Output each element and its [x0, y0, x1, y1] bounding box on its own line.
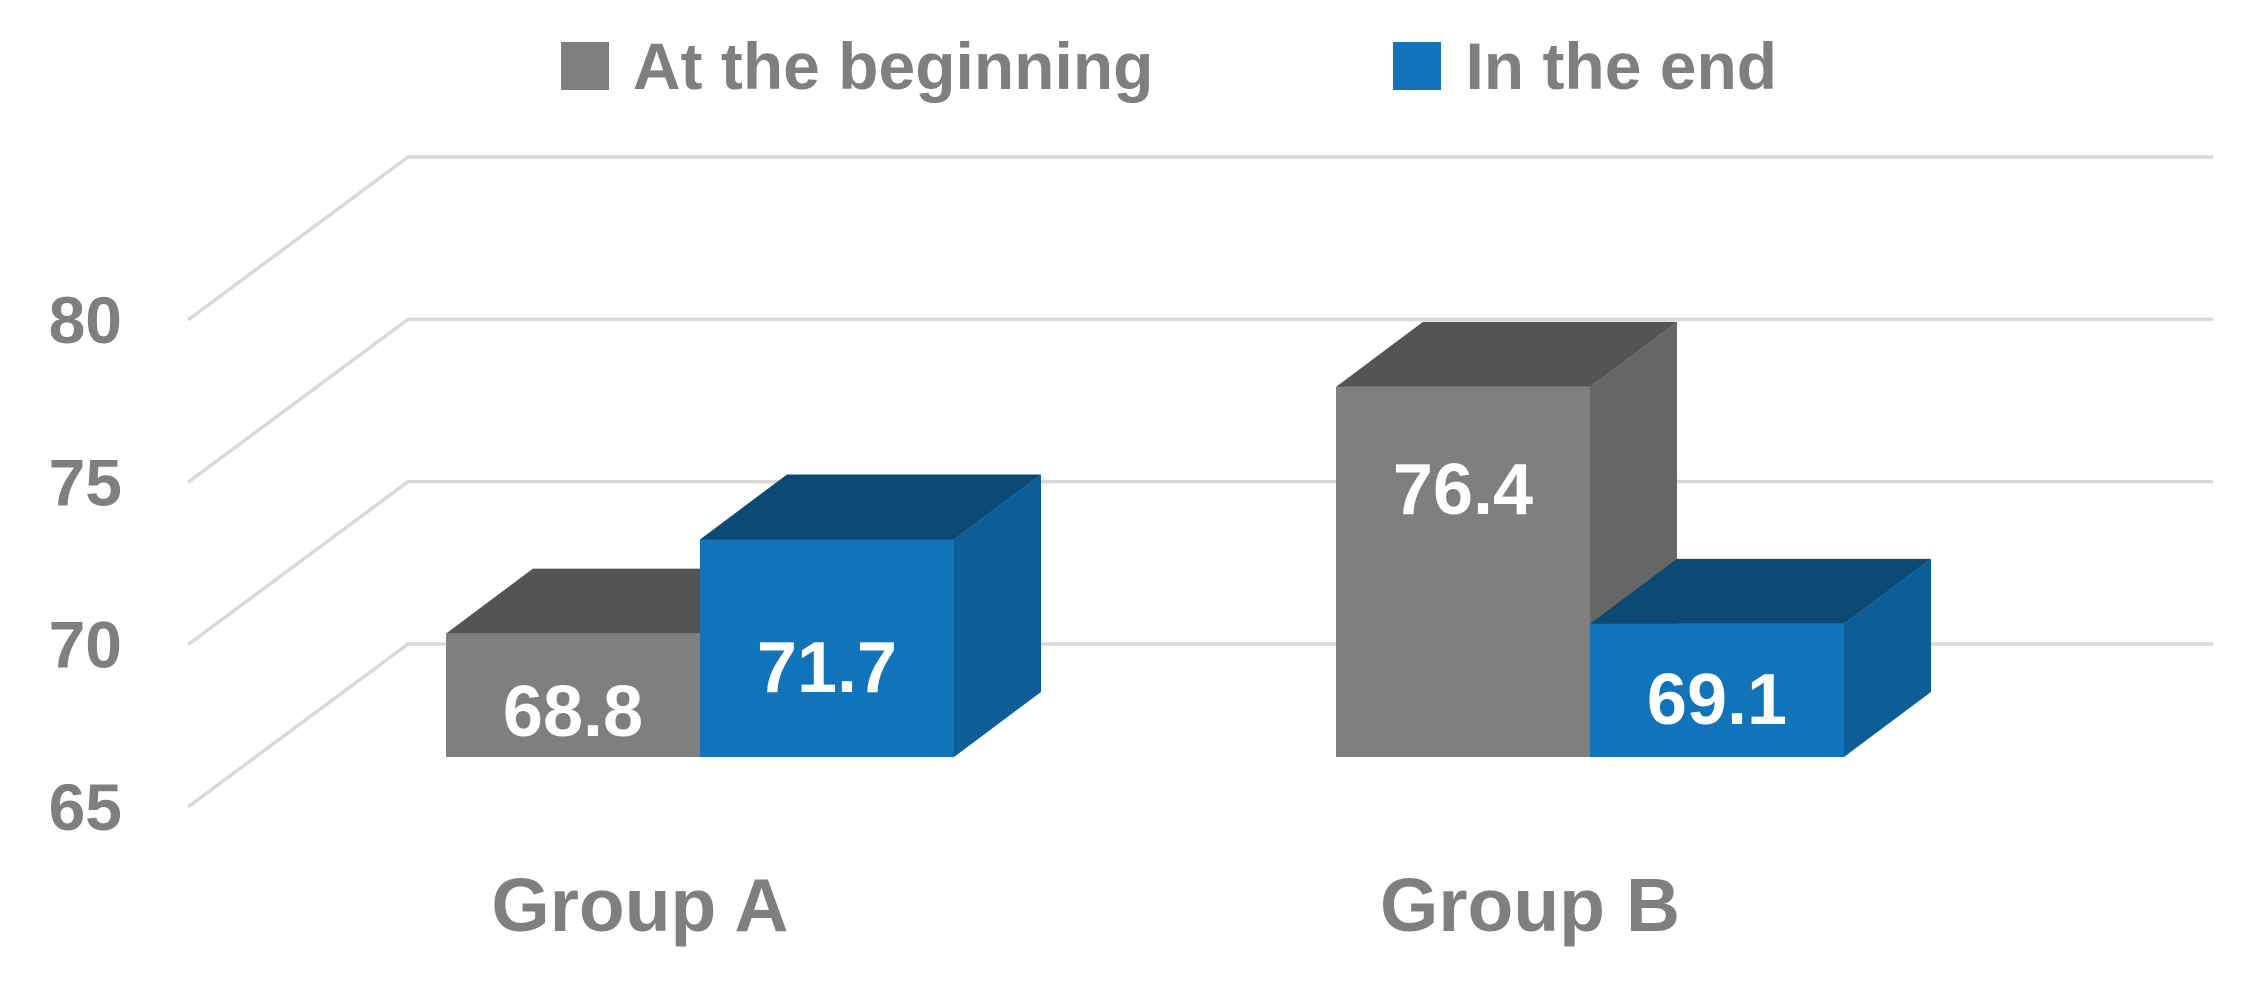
y-axis-tick-label-65: 65 — [49, 770, 122, 844]
bars — [446, 321, 1931, 757]
gridline-80 — [186, 155, 2213, 322]
bar-group-b-in-the-end — [1590, 623, 1844, 757]
y-axis-tick-label-80: 80 — [49, 283, 122, 357]
bar-side-group-b-in-the-end — [1844, 558, 1931, 757]
bar-group-a-at-the-beginning — [446, 633, 700, 757]
value-label-group-b-in-the-end: 69.1 — [1647, 660, 1787, 740]
bar-group-a-in-the-end — [700, 539, 954, 757]
category-label-group-a: Group A — [491, 863, 788, 947]
category-labels: Group A Group B — [491, 863, 1680, 947]
y-axis-tick-labels: 65 70 75 80 — [49, 283, 122, 844]
bar-side-group-a-in-the-end — [954, 474, 1041, 757]
value-label-group-b-at-the-beginning: 76.4 — [1393, 450, 1533, 530]
value-label-group-a-in-the-end: 71.7 — [757, 628, 897, 708]
y-axis-tick-label-75: 75 — [49, 445, 122, 519]
bar-group-b-at-the-beginning — [1336, 386, 1590, 757]
y-axis-tick-label-70: 70 — [49, 608, 122, 682]
bar-top-group-b-at-the-beginning — [1336, 321, 1677, 387]
bar-top-group-a-in-the-end — [700, 474, 1041, 540]
value-labels: 68.8 71.7 76.4 69.1 — [503, 450, 1787, 752]
gridline-75 — [186, 317, 2213, 484]
value-label-group-a-at-the-beginning: 68.8 — [503, 672, 643, 752]
category-label-group-b: Group B — [1380, 863, 1680, 947]
bar-top-group-b-in-the-end — [1590, 558, 1931, 624]
